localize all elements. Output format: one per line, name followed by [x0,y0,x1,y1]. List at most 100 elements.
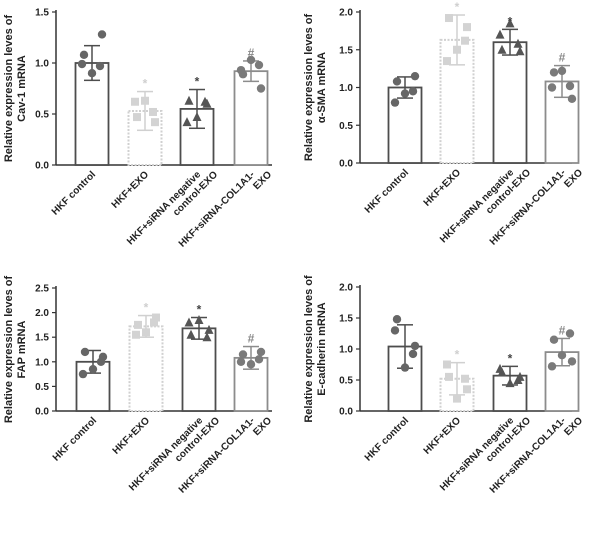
category-label-line: HKF+EXO [110,169,152,211]
significance-marker: * [195,75,200,89]
data-point [254,60,264,70]
data-point [149,107,157,116]
data-point [194,314,204,324]
bar [492,41,528,164]
y-tick-label: 0.5 [339,121,353,132]
y-axis-title-line: Relative expression leves of [3,275,15,423]
category-label-line: HKF control [51,415,99,463]
data-point [202,332,212,342]
data-point [445,372,453,381]
y-tick-label: 1.5 [35,333,49,344]
data-point [408,349,418,359]
y-tick-label: 1.5 [35,8,49,19]
data-point [505,378,515,388]
significance-marker: * [508,14,513,28]
data-point [453,45,461,54]
data-point [134,320,142,329]
significance-marker: # [248,332,255,346]
y-tick-label: 1.5 [339,45,353,56]
data-point [202,98,212,108]
data-point [131,97,139,106]
category-label-line: HKF control [50,169,98,217]
category-label-line: HKF+EXO [422,415,464,457]
y-tick-label: 0.0 [35,407,49,418]
y-axis-title-line: Cav-1 mRNA [16,55,28,122]
data-point [151,118,159,127]
significance-marker: # [248,46,255,60]
y-tick-label: 2.0 [35,308,49,319]
data-point [133,113,141,122]
data-point [408,87,418,96]
y-tick-label: 0.5 [339,376,353,387]
data-point [410,341,420,351]
significance-marker: # [559,323,566,337]
y-tick-label: 2.0 [339,283,353,294]
data-point [461,374,469,383]
data-point [497,44,507,54]
data-point [254,355,264,364]
category-label-line: EXO [251,415,274,438]
data-point [400,89,410,98]
data-point [79,50,89,60]
category-label: HKF+EXO [110,169,152,211]
data-point [150,318,158,327]
y-axis-title-line: α-SMA mRNA [316,52,328,123]
data-point [463,385,471,394]
data-point [505,18,515,28]
data-point [141,96,149,105]
y-axis-title-line: Relative expression leves of [303,13,315,161]
y-tick-label: 2.0 [339,8,353,19]
y-tick-label: 1.0 [35,357,49,368]
data-point [390,98,400,107]
y-tick-label: 1.5 [339,314,353,325]
data-point [184,317,194,327]
data-point [97,30,107,39]
category-label-line: EXO [562,415,585,438]
data-point [445,14,453,23]
category-label: HKF control [363,415,411,463]
data-point [461,36,469,45]
y-tick-label: 0.0 [35,161,49,172]
data-point [443,57,451,66]
data-point [515,46,525,56]
significance-marker: * [455,348,460,362]
data-point [557,351,567,360]
category-label-line: EXO [562,167,585,190]
data-point [565,81,575,91]
data-point [182,117,192,127]
data-point [95,61,105,71]
data-point [495,29,505,39]
category-label: HKF control [363,167,411,215]
data-point [78,369,88,379]
data-point [184,95,194,105]
data-point [142,328,150,337]
significance-marker: # [559,51,566,65]
significance-marker: * [508,351,513,365]
y-tick-label: 1.0 [339,83,353,94]
fap-chart: Relative expression leves of FAP mRNA 0.0 0… [3,275,274,495]
category-label: HKF+EXO [422,167,464,209]
data-point [204,324,214,334]
data-point [80,347,90,357]
category-label-line: HKF control [363,167,411,215]
bar [181,327,217,412]
category-label-line: HKF+EXO [422,167,464,209]
y-tick-label: 2.5 [35,284,49,295]
data-point [515,371,525,381]
category-label: HKF+EXO [111,415,153,457]
category-label: HKF+EXO [422,415,464,457]
y-axis-title-line: FAP mRNA [16,321,28,379]
data-point [513,38,523,48]
data-point [443,360,451,369]
significance-marker: * [143,77,148,91]
data-point [400,363,410,372]
y-tick-label: 1.0 [339,345,353,356]
y-axis-title-line: E-cadherin mRNA [316,302,328,396]
y-axis-title-line: Relative expression leves of [303,275,315,423]
data-point [236,357,246,366]
y-tick-label: 0.5 [35,110,49,121]
data-point [410,71,420,81]
y-tick-label: 0.5 [35,382,49,393]
y-tick-label: 1.0 [35,59,49,70]
data-point [192,112,202,122]
